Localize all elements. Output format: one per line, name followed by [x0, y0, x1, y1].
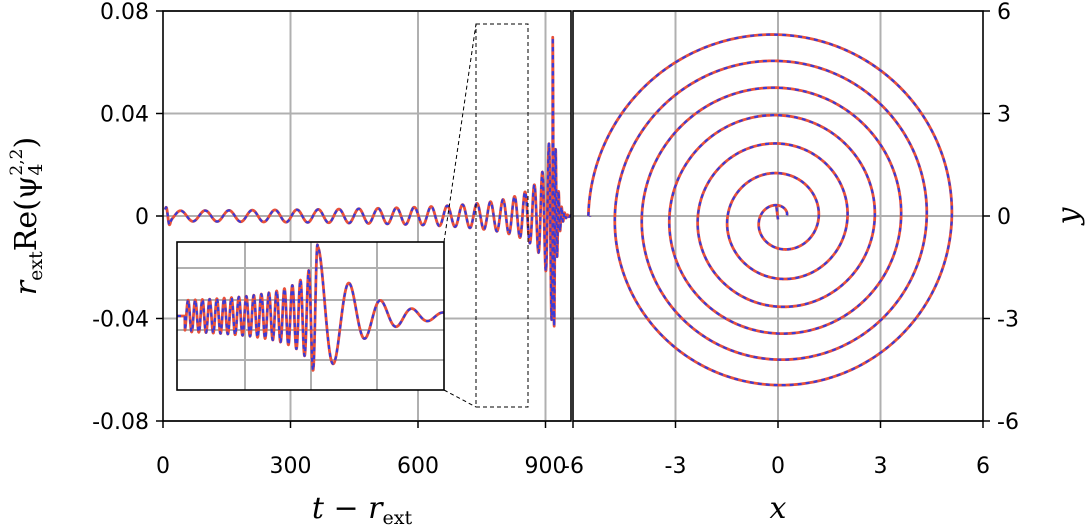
waveform-ytick-label: 0.04: [100, 103, 149, 128]
trajectory-ytick-label: -6: [997, 410, 1019, 435]
trajectory-ytick-label: -3: [997, 308, 1019, 333]
trajectory-panel: -6 -3 0 3 6 6 3 0 -3 -6 x y: [562, 0, 1086, 526]
waveform-ytick-label: 0: [135, 205, 149, 230]
trajectory-xtick-label: 3: [874, 454, 888, 479]
waveform-lines: [163, 35, 573, 328]
waveform-ytick-label: -0.08: [92, 410, 149, 435]
waveform-xtick-label: 900: [525, 454, 567, 479]
inset-lines: [175, 243, 446, 372]
trajectory-xtick-label: -3: [665, 454, 687, 479]
waveform-panel: 0 300 600 900 0.08 0.04 0 -0.04 -0.08 rextRe(ψ42…: [7, 0, 573, 526]
trajectory-series-dashed: [587, 33, 953, 387]
inset-frame: [176, 241, 445, 391]
waveform-ytick-label: 0.08: [100, 0, 149, 25]
waveform-ylabel: rextRe(ψ42,2): [7, 137, 47, 295]
trajectory-xtick-label: 6: [976, 454, 990, 479]
inset-series-dashed: [176, 243, 445, 372]
waveform-xtick-label: 0: [156, 454, 170, 479]
trajectory-xtick-label: -6: [562, 454, 584, 479]
waveform-xlabel: t − rext: [312, 491, 413, 526]
trajectory-ticks: -6 -3 0 3 6 6 3 0 -3 -6: [562, 0, 1019, 479]
inset-panel: [175, 241, 446, 391]
waveform-series-solid: [163, 35, 573, 328]
waveform-ytick-label: -0.04: [92, 308, 149, 333]
trajectory-ylabel: y: [1051, 206, 1086, 226]
waveform-xtick-label: 300: [270, 454, 312, 479]
waveform-ticks: 0 300 600 900 0.08 0.04 0 -0.04 -0.08: [92, 0, 566, 479]
trajectory-xlabel: x: [770, 491, 787, 526]
trajectory-ytick-label: 3: [997, 103, 1011, 128]
trajectory-ytick-label: 6: [997, 0, 1011, 25]
waveform-xtick-label: 600: [397, 454, 439, 479]
zoom-connector-bottom: [443, 389, 477, 408]
trajectory-xtick-label: 0: [771, 454, 785, 479]
trajectory-lines: [586, 33, 954, 387]
zoom-connector-top: [443, 23, 477, 243]
trajectory-ytick-label: 0: [997, 205, 1011, 230]
